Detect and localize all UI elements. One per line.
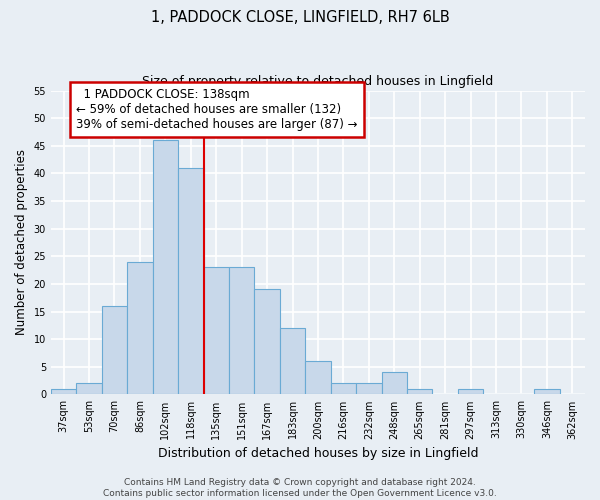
Bar	[305, 362, 331, 394]
Bar	[356, 384, 382, 394]
Bar	[102, 306, 127, 394]
Y-axis label: Number of detached properties: Number of detached properties	[15, 150, 28, 336]
Text: 1, PADDOCK CLOSE, LINGFIELD, RH7 6LB: 1, PADDOCK CLOSE, LINGFIELD, RH7 6LB	[151, 10, 449, 25]
Bar	[229, 268, 254, 394]
Bar	[178, 168, 203, 394]
Bar	[382, 372, 407, 394]
Text: 1 PADDOCK CLOSE: 138sqm
← 59% of detached houses are smaller (132)
39% of semi-d: 1 PADDOCK CLOSE: 138sqm ← 59% of detache…	[76, 88, 358, 131]
Bar	[76, 384, 102, 394]
Title: Size of property relative to detached houses in Lingfield: Size of property relative to detached ho…	[142, 75, 494, 88]
Bar	[254, 290, 280, 395]
Bar	[534, 389, 560, 394]
Bar	[458, 389, 483, 394]
Bar	[127, 262, 152, 394]
X-axis label: Distribution of detached houses by size in Lingfield: Distribution of detached houses by size …	[158, 447, 478, 460]
Bar	[152, 140, 178, 394]
Bar	[280, 328, 305, 394]
Bar	[407, 389, 433, 394]
Bar	[331, 384, 356, 394]
Bar	[51, 389, 76, 394]
Text: Contains HM Land Registry data © Crown copyright and database right 2024.
Contai: Contains HM Land Registry data © Crown c…	[103, 478, 497, 498]
Bar	[203, 268, 229, 394]
